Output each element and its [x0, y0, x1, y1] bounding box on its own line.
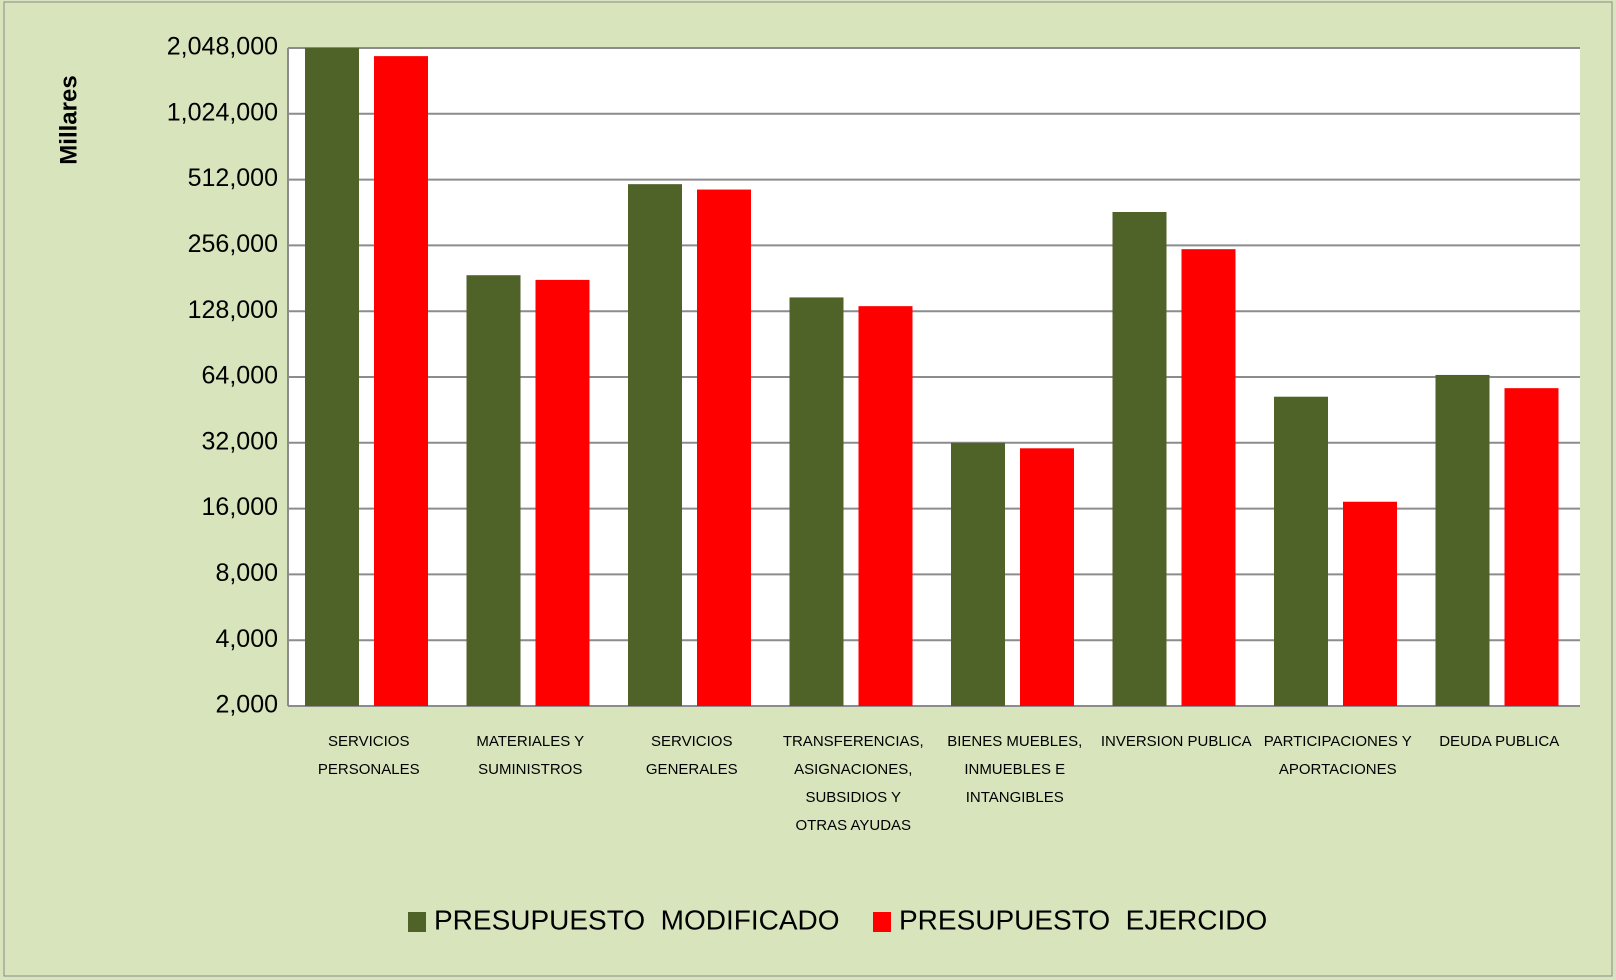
x-tick-label: MATERIALES Y SUMINISTROS: [476, 733, 585, 778]
legend-swatch: [408, 912, 426, 932]
bar: [697, 189, 751, 706]
x-tick-label: SERVICIOS GENERALES: [645, 733, 738, 778]
legend-label: PRESUPUESTO MODIFICADO: [434, 904, 840, 935]
x-tick-label: BIENES MUEBLES, INMUEBLES E INTANGIBLES: [947, 733, 1083, 806]
legend-label: PRESUPUESTO EJERCIDO: [899, 904, 1267, 935]
bar: [1504, 388, 1559, 706]
bar: [374, 56, 428, 706]
bar: [1274, 396, 1328, 706]
y-tick-label: 8,000: [215, 559, 278, 587]
bar: [858, 306, 913, 706]
y-tick-label: 32,000: [202, 427, 278, 455]
y-tick-label: 64,000: [202, 362, 278, 390]
legend-swatch: [873, 912, 891, 932]
y-tick-label: 1,024,000: [167, 98, 278, 126]
y-axis-label: Millares: [55, 75, 82, 164]
bar: [628, 184, 682, 707]
y-tick-label: 2,000: [215, 691, 278, 719]
y-tick-label: 2,048,000: [167, 33, 278, 61]
bar: [1435, 374, 1490, 706]
x-tick-label: INVERSION PUBLICA: [1100, 733, 1252, 750]
y-tick-label: 4,000: [215, 625, 278, 653]
x-tick-label: PARTICIPACIONES Y APORTACIONES: [1263, 733, 1412, 778]
bar: [1181, 249, 1236, 706]
bar: [1020, 448, 1074, 706]
bar: [535, 279, 590, 706]
y-tick-label: 256,000: [188, 230, 278, 258]
y-tick-label: 128,000: [188, 296, 278, 324]
x-tick-label: SERVICIOS PERSONALES: [317, 733, 420, 778]
bar: [1112, 211, 1167, 706]
x-tick-label: TRANSFERENCIAS, ASIGNACIONES, SUBSIDIOS …: [782, 733, 924, 834]
y-tick-label: 512,000: [188, 164, 278, 192]
bar: [951, 442, 1005, 706]
y-tick-label: 16,000: [202, 493, 278, 521]
chart-border: [3, 1, 1613, 977]
bar: [466, 275, 521, 706]
bar: [789, 297, 844, 706]
x-tick-label: DEUDA PUBLICA: [1439, 733, 1560, 750]
bar: [305, 47, 359, 706]
bar: [1343, 501, 1397, 706]
